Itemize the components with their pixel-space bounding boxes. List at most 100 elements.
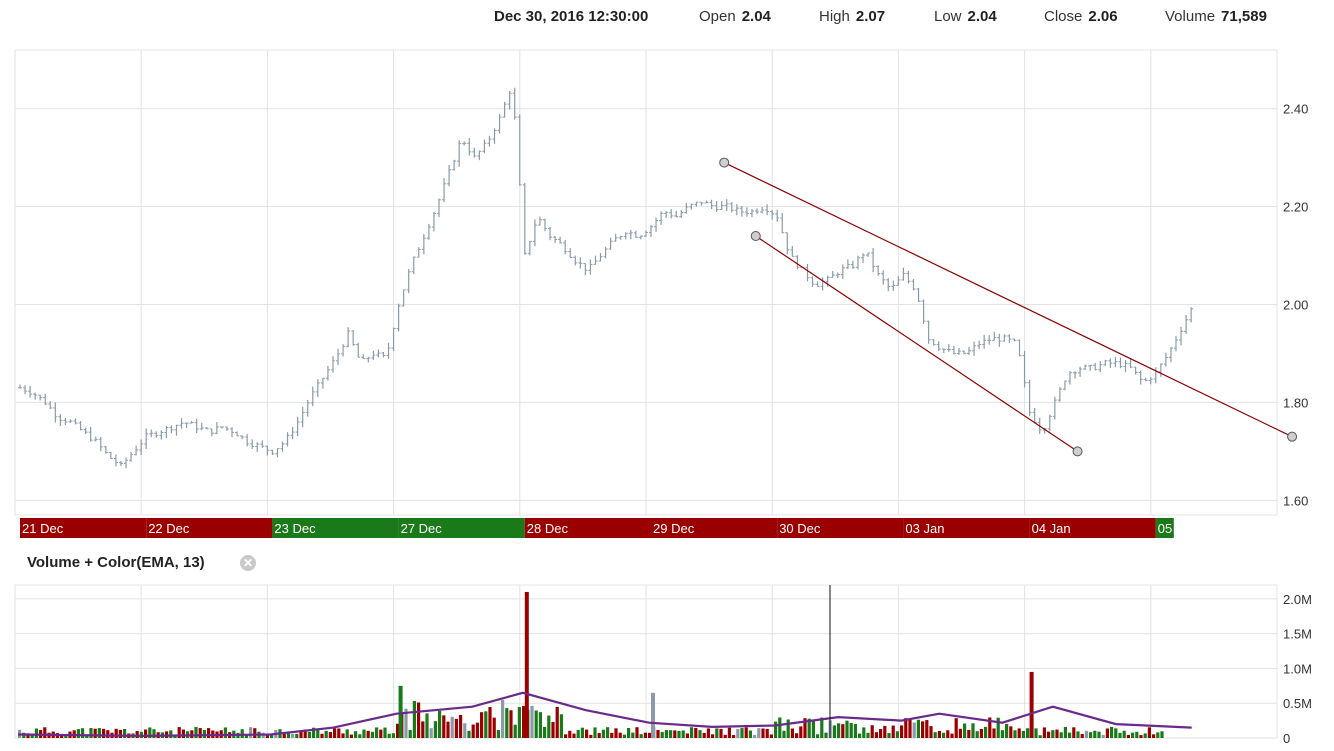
price-tick-label: 2.20 (1283, 200, 1308, 215)
ohlc-header: Dec 30, 2016 12:30:00 Open 2.04 High 2.07 … (0, 0, 1334, 34)
low-value: 2.04 (967, 8, 997, 25)
volume-bar (312, 727, 316, 738)
day-label: 04 Jan (1032, 521, 1071, 536)
volume-bar (618, 732, 622, 738)
volume-bar (900, 725, 904, 738)
volume-bar (572, 733, 576, 738)
volume-bar (328, 732, 332, 738)
day-label: 27 Dec (401, 521, 443, 536)
volume-bar (299, 730, 303, 738)
volume-bar (774, 721, 778, 738)
trendline-handle[interactable] (1072, 446, 1083, 457)
volume-bar (1005, 723, 1009, 738)
volume-bar (64, 734, 68, 738)
volume-bar (778, 717, 782, 738)
day-band-segment (651, 518, 778, 538)
volume-bar (979, 728, 983, 738)
volume-bar (412, 701, 416, 738)
volume-bar (379, 729, 383, 738)
volume-bar (496, 730, 500, 738)
volume-bar (795, 733, 799, 738)
volume-bar (786, 719, 790, 738)
volume-bar (622, 734, 626, 738)
volume-tick-label: 2.0M (1283, 592, 1312, 607)
volume-bar (488, 707, 492, 738)
trendline-handle[interactable] (719, 157, 730, 168)
trendline[interactable] (723, 162, 1293, 438)
volume-bar (102, 728, 106, 738)
volume-bar (1080, 733, 1084, 738)
volume-bar (433, 721, 437, 738)
volume-bar (517, 707, 521, 738)
high-readout: High 2.07 (819, 8, 885, 25)
volume-bar (841, 724, 845, 738)
volume-bar (106, 730, 110, 738)
day-band-segment (777, 518, 904, 538)
volume-bar (370, 731, 374, 738)
volume-bar (631, 732, 635, 738)
volume-bar (1131, 732, 1135, 738)
day-label: 28 Dec (527, 521, 569, 536)
volume-bar (639, 734, 643, 738)
volume-bar (253, 728, 257, 738)
volume-bar (1021, 730, 1025, 738)
low-label: Low (934, 8, 962, 25)
volume-bar (354, 731, 358, 738)
volume-bar (265, 734, 269, 738)
trendline[interactable] (755, 235, 1078, 452)
volume-bar (362, 729, 366, 738)
day-label: 30 Dec (779, 521, 821, 536)
trendline-handle[interactable] (1287, 431, 1298, 442)
volume-bar (429, 728, 433, 738)
volume-bar (240, 729, 244, 738)
volume-bar (530, 705, 534, 738)
volume-bar (1105, 728, 1109, 738)
volume-bar (1072, 727, 1076, 738)
volume-bar (610, 732, 614, 738)
volume-bar (555, 706, 559, 738)
volume-bar (685, 733, 689, 738)
volume-bar (358, 734, 362, 738)
volume-bar (450, 716, 454, 738)
volume-bar (996, 717, 1000, 738)
volume-bar (1147, 727, 1151, 738)
day-label: 05 (1158, 521, 1172, 536)
volume-bar (1051, 730, 1055, 738)
volume-bar (799, 726, 803, 738)
close-circle-icon[interactable]: ✕ (240, 555, 256, 571)
volume-bar (942, 732, 946, 738)
volume-tick-label: 0 (1283, 731, 1290, 746)
volume-bar (1013, 730, 1017, 738)
volume-bar (522, 706, 526, 738)
volume-bar (1055, 729, 1059, 738)
volume-bar (1042, 727, 1046, 738)
volume-bar (732, 735, 736, 738)
volume-bar (568, 730, 572, 738)
volume-bar (627, 727, 631, 738)
volume-bar (408, 730, 412, 738)
volume-bar (1093, 730, 1097, 738)
volume-bar (324, 730, 328, 738)
volume-bar (60, 734, 64, 738)
volume-bar (1034, 728, 1038, 738)
volume-bar (992, 728, 996, 738)
volume-bar (811, 720, 815, 738)
volume-bar (891, 725, 895, 738)
volume-bar (559, 714, 563, 738)
volume-bar (1118, 732, 1122, 738)
high-value: 2.07 (855, 8, 886, 25)
volume-bar (320, 733, 324, 738)
volume-bar (249, 727, 253, 738)
volume-bar (929, 726, 933, 738)
volume-bar (765, 728, 769, 738)
volume-bar (286, 732, 290, 738)
volume-bar (589, 734, 593, 738)
price-tick-label: 2.00 (1283, 298, 1308, 313)
day-label: 22 Dec (148, 521, 190, 536)
volume-bar (446, 721, 450, 738)
volume-bar (916, 719, 920, 738)
volume-spike-bar (651, 692, 655, 738)
trendline-handle[interactable] (750, 231, 761, 241)
volume-bar (1068, 732, 1072, 738)
